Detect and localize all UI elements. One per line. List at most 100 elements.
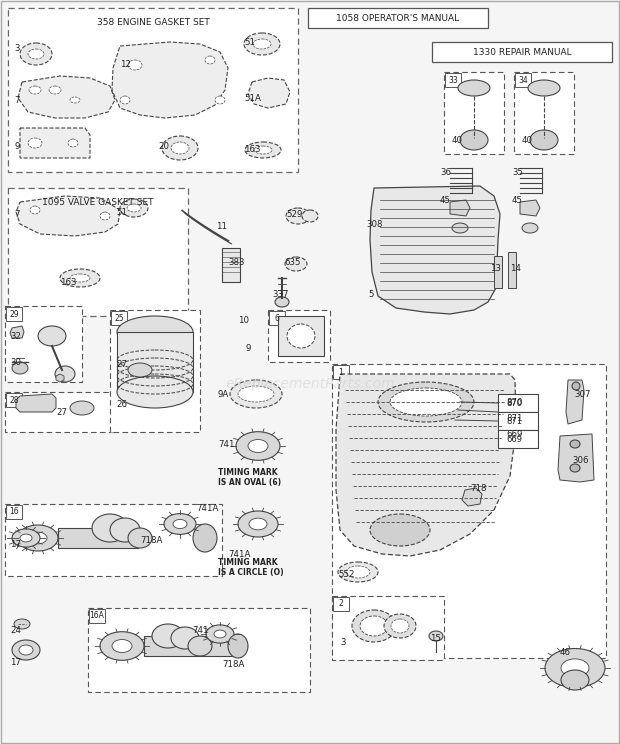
Bar [111, 311, 127, 325]
Polygon shape [566, 380, 584, 424]
Ellipse shape [458, 80, 490, 96]
Text: 32: 32 [10, 332, 21, 341]
Ellipse shape [214, 630, 226, 638]
Text: 15: 15 [430, 634, 441, 643]
Bar [222, 248, 240, 282]
Ellipse shape [128, 363, 152, 377]
Text: 871: 871 [506, 414, 523, 423]
Ellipse shape [117, 316, 193, 348]
Ellipse shape [193, 524, 217, 552]
Ellipse shape [238, 386, 274, 402]
Ellipse shape [100, 212, 110, 220]
Ellipse shape [253, 39, 271, 49]
Ellipse shape [360, 616, 388, 636]
Bar [8, 8, 298, 172]
Text: 741: 741 [218, 440, 234, 449]
Bar [6, 307, 22, 321]
Ellipse shape [28, 49, 44, 59]
Text: 552: 552 [338, 570, 355, 579]
Polygon shape [16, 394, 56, 412]
Bar [8, 188, 188, 316]
Polygon shape [558, 434, 594, 482]
Ellipse shape [429, 631, 443, 641]
Text: 1: 1 [339, 368, 343, 376]
Ellipse shape [248, 440, 268, 452]
Ellipse shape [452, 223, 468, 233]
Bar [5, 504, 222, 576]
Bar [514, 72, 574, 154]
Text: 17: 17 [10, 658, 21, 667]
Ellipse shape [286, 208, 310, 224]
Text: 307: 307 [574, 390, 590, 399]
Bar [58, 528, 138, 548]
Ellipse shape [391, 619, 409, 633]
Text: 29: 29 [9, 310, 19, 318]
Text: 17: 17 [10, 540, 21, 549]
Text: 741: 741 [192, 626, 208, 635]
Bar [498, 394, 538, 412]
Text: 741A: 741A [196, 504, 218, 513]
Text: 718A: 718A [222, 660, 244, 669]
Ellipse shape [117, 376, 193, 408]
Ellipse shape [68, 139, 78, 147]
Ellipse shape [29, 86, 41, 94]
Bar [6, 505, 22, 519]
Ellipse shape [561, 659, 589, 677]
Polygon shape [112, 42, 228, 118]
Bar [5, 306, 82, 382]
Text: 635: 635 [284, 258, 301, 267]
Bar [333, 365, 349, 379]
Ellipse shape [120, 199, 148, 217]
Text: 358 ENGINE GASKET SET: 358 ENGINE GASKET SET [97, 18, 210, 27]
Ellipse shape [18, 525, 58, 551]
Bar [444, 72, 504, 154]
Ellipse shape [570, 440, 580, 448]
Ellipse shape [528, 80, 560, 96]
Bar [498, 430, 538, 448]
Text: 5: 5 [368, 290, 373, 299]
Polygon shape [462, 488, 482, 506]
Ellipse shape [152, 624, 184, 648]
Ellipse shape [545, 649, 605, 687]
Text: 16: 16 [9, 507, 19, 516]
Polygon shape [336, 374, 516, 556]
Text: 51: 51 [244, 38, 255, 47]
Ellipse shape [275, 297, 289, 307]
Ellipse shape [49, 86, 61, 94]
Ellipse shape [164, 513, 196, 534]
Bar [6, 393, 22, 407]
Text: 27: 27 [56, 408, 67, 417]
Bar [508, 252, 516, 288]
Ellipse shape [171, 142, 189, 154]
Text: 33: 33 [448, 75, 458, 85]
Text: 40: 40 [522, 136, 533, 145]
Bar [332, 364, 606, 658]
Text: TIMING MARK
IS A CIRCLE (O): TIMING MARK IS A CIRCLE (O) [218, 558, 283, 577]
Ellipse shape [30, 206, 40, 214]
Ellipse shape [188, 636, 212, 656]
Ellipse shape [530, 130, 558, 150]
Ellipse shape [522, 223, 538, 233]
Text: 40: 40 [452, 136, 463, 145]
Ellipse shape [236, 432, 280, 461]
Text: 718A: 718A [140, 536, 162, 545]
Text: 7: 7 [14, 210, 19, 219]
Ellipse shape [346, 566, 370, 578]
Ellipse shape [561, 670, 589, 690]
Ellipse shape [100, 632, 144, 661]
Bar [269, 311, 285, 325]
Text: 36: 36 [440, 168, 451, 177]
Bar [5, 392, 115, 432]
Ellipse shape [128, 528, 152, 548]
Ellipse shape [244, 33, 280, 55]
Text: 24: 24 [10, 626, 21, 635]
Ellipse shape [254, 146, 272, 154]
Polygon shape [10, 326, 24, 338]
Ellipse shape [302, 210, 318, 222]
Ellipse shape [19, 645, 33, 655]
Ellipse shape [173, 519, 187, 528]
Text: 383: 383 [228, 258, 244, 267]
Ellipse shape [60, 269, 100, 287]
Ellipse shape [128, 60, 142, 70]
Text: 35: 35 [512, 168, 523, 177]
